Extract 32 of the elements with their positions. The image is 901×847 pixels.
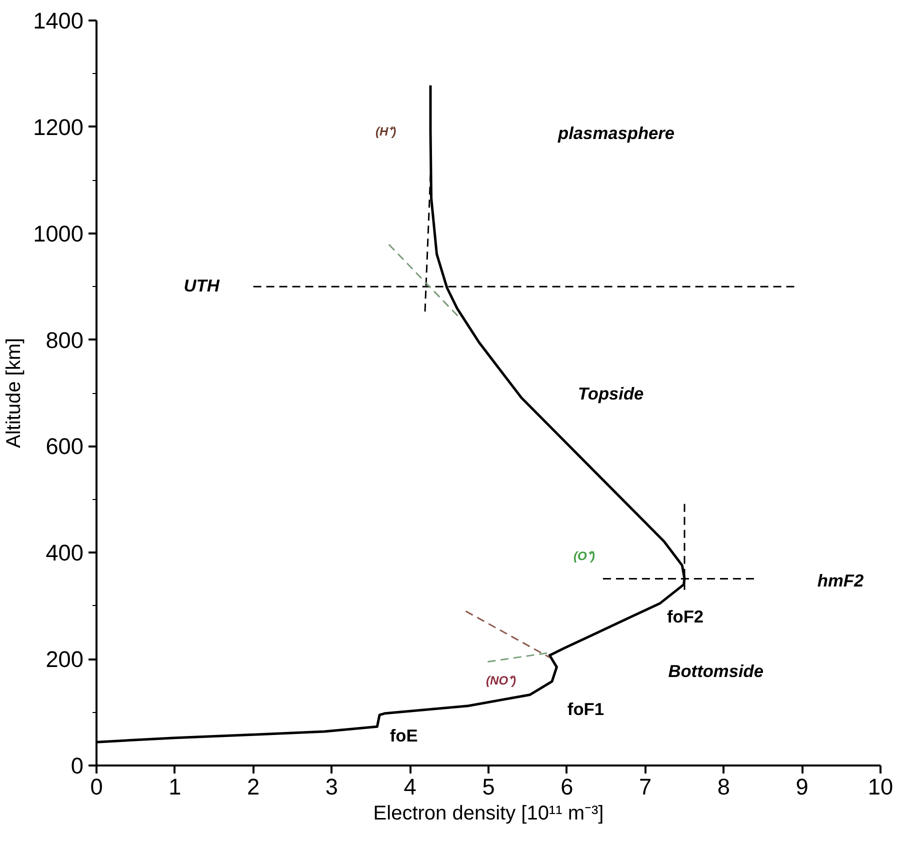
x-tick-label: 7 <box>639 774 652 800</box>
x-tick-label: 10 <box>868 774 894 800</box>
y-axis-title: Altitude [km] <box>3 338 26 448</box>
x-tick-label: 1 <box>168 774 182 800</box>
annotation: plasmasphere <box>557 122 675 143</box>
annotation: Topside <box>578 384 644 404</box>
x-tick-label: 4 <box>404 774 416 800</box>
x-tick-label: 8 <box>717 774 730 800</box>
annotation: (O⁺) <box>573 549 595 564</box>
annotation: foF2 <box>666 606 704 626</box>
y-tick-label: 600 <box>46 433 84 460</box>
annotation: (H⁺) <box>375 124 396 139</box>
y-tick-label: 200 <box>46 646 84 672</box>
x-tick-label: 0 <box>90 774 103 800</box>
y-tick-label: 1200 <box>33 114 84 140</box>
y-tick-label: 800 <box>46 326 84 353</box>
annotation: Bottomside <box>668 660 764 681</box>
x-tick-label: 5 <box>482 774 495 800</box>
annotation: foF1 <box>567 698 604 719</box>
y-tick-label: 400 <box>46 540 84 566</box>
x-tick-label: 3 <box>325 774 338 800</box>
x-tick-label: 2 <box>247 774 260 800</box>
annotation: hmF2 <box>817 570 864 591</box>
x-tick-label: 9 <box>796 774 808 800</box>
y-tick-label: 1000 <box>33 220 84 246</box>
y-tick-label: 1400 <box>33 8 84 34</box>
y-tick-label: 0 <box>70 752 84 778</box>
annotation: (NO⁺) <box>486 674 516 688</box>
annotation: foE <box>390 726 418 746</box>
x-tick-label: 6 <box>560 774 574 800</box>
annotation: UTH <box>184 276 220 296</box>
x-axis-title: Electron density [10¹¹ m⁻³] <box>373 802 604 824</box>
